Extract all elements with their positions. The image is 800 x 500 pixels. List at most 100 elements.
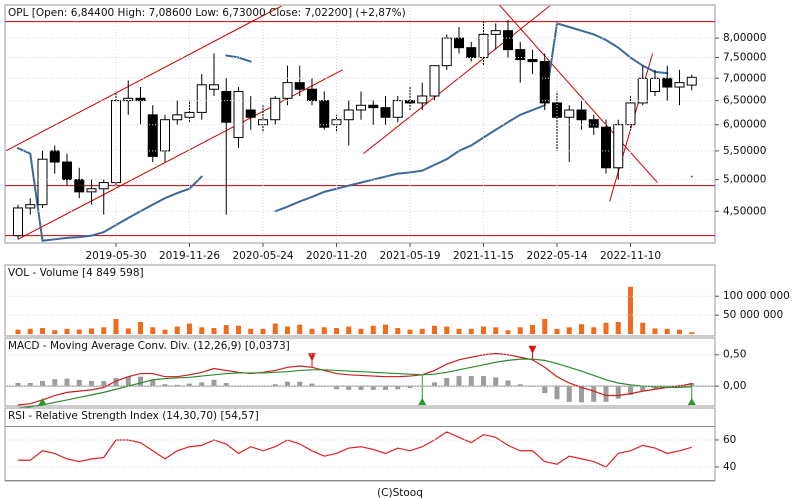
histogram-bar [664, 386, 670, 387]
histogram-bar [481, 376, 486, 387]
x-tick-label: 2021-11-15 [453, 250, 514, 262]
buy-signal [418, 398, 427, 405]
histogram-bar [40, 381, 45, 387]
volume-bar [383, 324, 388, 335]
buy-signal [38, 398, 47, 405]
histogram-bar [542, 386, 548, 394]
y-tick-label: 100 000 000 [723, 290, 790, 302]
candle-body [184, 111, 195, 118]
histogram-bar [76, 379, 82, 387]
y-tick-label: 60 [723, 434, 736, 446]
y-tick-label: 0,00 [723, 380, 746, 392]
volume-bar [591, 327, 597, 335]
histogram-bar [187, 383, 192, 387]
histogram-bar [248, 386, 254, 387]
histogram-bar [321, 386, 327, 387]
histogram-bar [64, 378, 70, 387]
panel-title: OPL [Open: 6,84400 High: 7,08600 Low: 6,… [8, 7, 406, 19]
histogram-bar [272, 384, 278, 387]
candle-body [478, 33, 489, 59]
volume-bar [223, 325, 229, 335]
x-tick-label: 2021-05-19 [379, 250, 440, 262]
volume-bar [334, 328, 339, 335]
candle-body [392, 100, 403, 118]
volume-bar [187, 323, 192, 335]
histogram-bar [652, 386, 658, 389]
volume-bar [530, 325, 535, 335]
volume-bar [554, 328, 560, 335]
volume-bar [664, 328, 670, 335]
histogram-bar [370, 386, 376, 390]
candle-body [196, 84, 207, 113]
histogram-bar [517, 384, 523, 387]
volume-bar [456, 328, 462, 335]
volume-bar [162, 329, 168, 335]
panel [4, 407, 716, 482]
volume-bar [64, 328, 70, 335]
candle-body [601, 126, 611, 169]
candle-body [147, 114, 158, 157]
histogram-bar [407, 386, 413, 388]
volume-bar [125, 328, 131, 335]
y-tick-label: 7,50000 [723, 52, 766, 64]
volume-bar [27, 328, 33, 335]
histogram-bar [150, 379, 156, 387]
candle-body [564, 109, 575, 118]
volume-bar [101, 327, 107, 335]
candle-body [13, 207, 23, 237]
histogram-bar [174, 384, 180, 387]
candle-body [233, 90, 244, 139]
volume-bar [603, 322, 609, 335]
volume-bar [566, 327, 572, 335]
candle-body [441, 37, 452, 67]
candle-body [62, 161, 72, 181]
histogram-bar [101, 381, 107, 387]
candle-body [380, 107, 391, 118]
volume-bar [481, 326, 486, 335]
volume-bar [248, 328, 254, 335]
candle-body [294, 82, 305, 90]
histogram-bar [444, 377, 450, 387]
footer: (C)Stooq [377, 487, 423, 499]
volume-bar [432, 325, 437, 335]
volume-bar [689, 332, 695, 335]
volume-bar [321, 327, 327, 335]
histogram-bar [309, 383, 315, 387]
series-line [18, 431, 692, 468]
candle-body [490, 30, 501, 35]
histogram-bar [15, 382, 21, 387]
histogram-bar [603, 386, 609, 402]
candle-body [429, 65, 440, 97]
x-tick-label: 2019-11-26 [159, 250, 220, 262]
y-tick-label: 4,50000 [723, 205, 766, 217]
volume-bar [211, 328, 217, 335]
volume-bar [76, 329, 82, 335]
panel-title: RSI - Relative Strength Index (14,30,70)… [8, 410, 259, 422]
volume-bar [677, 329, 682, 335]
histogram-bar [211, 379, 217, 387]
volume-bar [468, 328, 474, 335]
y-tick-label: 5,00000 [723, 174, 766, 186]
candle-body [356, 104, 366, 111]
plot-area [5, 5, 715, 242]
histogram-bar [456, 376, 462, 387]
volume-bar [174, 326, 180, 335]
candle-body [74, 179, 85, 193]
volume-bar [309, 328, 315, 335]
volume-bar [285, 326, 290, 335]
histogram-bar [138, 376, 143, 387]
volume-bar [370, 325, 376, 335]
panel-title: VOL - Volume [4 849 598] [8, 267, 144, 279]
histogram-bar [468, 376, 474, 387]
panel [4, 264, 716, 337]
x-tick-label: 2022-05-14 [526, 250, 587, 262]
y-tick-label: 50 000 000 [723, 309, 783, 321]
histogram-bar [554, 386, 560, 400]
histogram-bar [566, 386, 572, 402]
candle-body [539, 61, 550, 104]
x-tick-label: 2020-11-20 [306, 250, 367, 262]
volume-bar [579, 324, 584, 335]
volume-bar [615, 321, 621, 335]
histogram-bar [677, 384, 682, 387]
